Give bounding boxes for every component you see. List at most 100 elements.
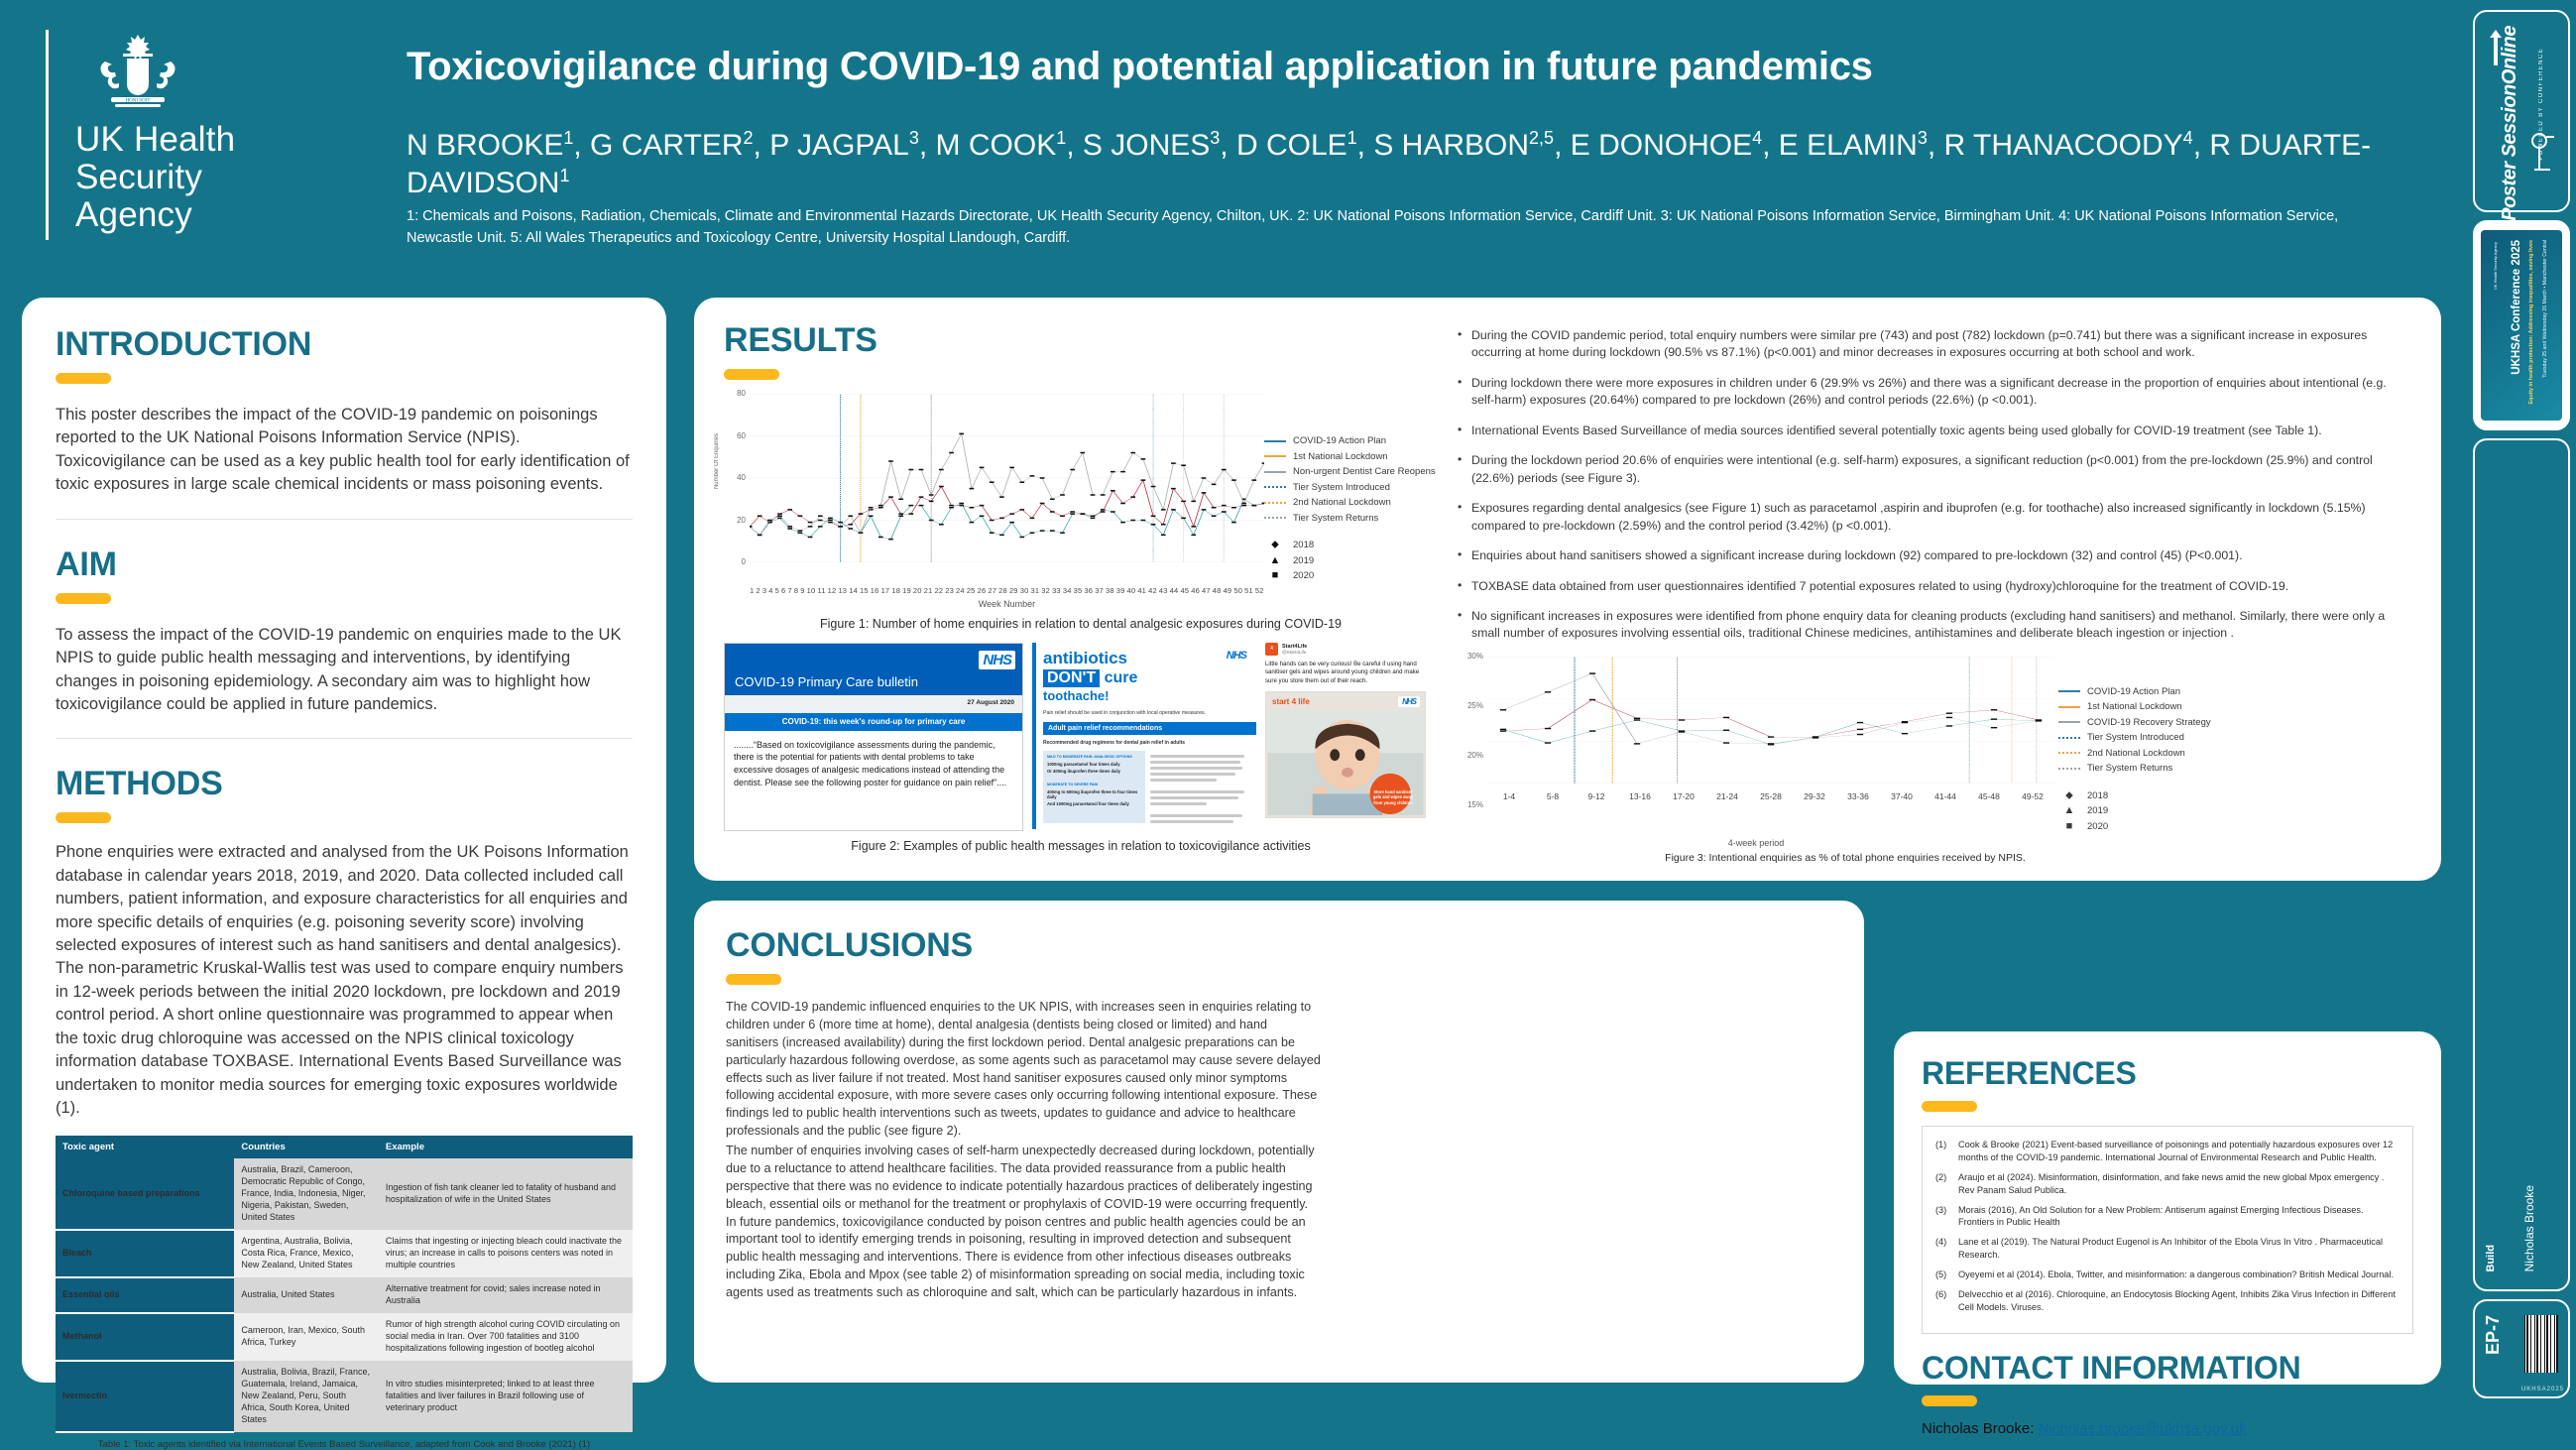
figure1-xlabel: Week Number <box>978 598 1036 609</box>
references-accent-rule <box>1922 1101 1977 1112</box>
bullet-icon: • <box>1458 500 1463 515</box>
legend-entry: Tier System Returns <box>1264 513 1438 524</box>
week-number: 30 <box>1019 585 1029 595</box>
week-number: 39 <box>1115 585 1125 595</box>
poster-session-online-card[interactable]: Poster SessionOnline POWERED BY CONFEREN… <box>2473 10 2570 221</box>
contact-email-link[interactable]: Nicholas.brooke@ukhsa.gov.uk <box>2038 1419 2247 1437</box>
table-row: Bleach Argentina, Australia, Bolivia, Cos… <box>56 1230 633 1279</box>
figure3-legend: COVID-19 Action Plan 1st National Lockdow… <box>2058 657 2242 837</box>
y-tick-label: 20 <box>737 515 746 525</box>
week-number: 2 <box>756 585 761 595</box>
references-list: (1) Cook & Brooke (2021) Event-based surv… <box>1922 1126 2413 1334</box>
legend-marker: ▲ <box>1269 553 1281 566</box>
table1-header-row: Toxic agent Countries Example <box>56 1136 633 1159</box>
tweet-subhandle: @Start4Life <box>1282 649 1307 655</box>
series-2019 <box>1502 699 2040 738</box>
bullet-icon: • <box>1458 327 1463 341</box>
legend-marker: ⬥ <box>2065 788 2073 801</box>
reference-item: (5) Oyeyemi et al (2014). Ebola, Twitter,… <box>1935 1269 2400 1281</box>
contact-name: Nicholas Brooke: <box>1922 1419 2035 1437</box>
x-tick-label: 49-52 <box>2022 790 2044 801</box>
week-number: 13 <box>838 585 848 595</box>
results-bullet: • Exposures regarding dental analgesics (… <box>1458 500 2366 533</box>
legend-swatch <box>2058 721 2080 724</box>
ukhsa-mini-logo: UK Health Security Agency <box>2493 242 2498 291</box>
reference-number: (1) <box>1935 1140 1947 1149</box>
table1-col-agent: Toxic agent <box>56 1136 235 1159</box>
week-number: 40 <box>1126 585 1136 595</box>
series-2020 <box>749 433 1265 536</box>
week-number: 5 <box>774 585 779 595</box>
week-number: 46 <box>1191 585 1200 595</box>
legend-label: 2nd National Lockdown <box>1293 497 1391 508</box>
week-number: 14 <box>849 585 858 595</box>
nhs-logo-icon-2: NHS <box>1222 648 1250 663</box>
bullet-icon: • <box>1458 422 1463 436</box>
conference-dates: Tuesday 25 and Wednesday 26 March • Manc… <box>2542 240 2548 378</box>
microscope-icon <box>2531 133 2554 171</box>
legend-label: 2019 <box>1293 554 1315 566</box>
methods-heading: METHODS <box>56 765 223 803</box>
legend-marker: ▲ <box>2063 804 2075 817</box>
week-number: 47 <box>1202 585 1211 595</box>
right-sidebar: Poster SessionOnline POWERED BY CONFEREN… <box>2459 0 2576 1404</box>
bullet-icon: • <box>1458 452 1463 467</box>
antibiotics-col1-b: Or 400mg ibuprofen three times daily <box>1047 768 1120 774</box>
y-tick-label: 0 <box>741 557 746 566</box>
antibiotics-dont: DON'T <box>1043 668 1101 687</box>
figure3-xlabel: 4-week period <box>1727 838 1785 849</box>
conclusions-accent-rule <box>726 974 781 985</box>
conference-banner-card[interactable]: UKHSA Conference 2025 Equity in health p… <box>2473 220 2570 430</box>
week-number: 3 <box>761 585 767 595</box>
legend-swatch <box>1264 486 1286 488</box>
barcode-label: UKHSA2025 <box>2520 1387 2564 1392</box>
legend-label: 2020 <box>1293 570 1315 581</box>
arrow-up-icon <box>2490 30 2502 65</box>
table1-cell-countries: Australia, Bolivia, Brazil, France, Guat… <box>234 1361 379 1432</box>
legend-entry: COVID-19 Action Plan <box>1264 435 1438 446</box>
sidebar-spacer-card: Build Nicholas Brooke <box>2473 438 2570 1291</box>
reference-item: (4) Lane et al (2019). The Natural Produc… <box>1935 1236 2400 1262</box>
references-heading: REFERENCES <box>1922 1055 2137 1091</box>
legend-entry: 2nd National Lockdown <box>2058 748 2242 759</box>
tweet-text: Little hands can be very curious! Be car… <box>1265 660 1420 684</box>
bullet-icon: • <box>1458 577 1463 592</box>
table1-cell-example: Ingestion of fish tank cleaner led to fa… <box>378 1158 633 1231</box>
antibiotics-col1-head: MILD TO MODERATE PAIN: ANALGESIC OPTIONS <box>1047 754 1132 759</box>
figure2-caption: Figure 2: Examples of public health mess… <box>851 838 1311 853</box>
legend-entry: 1st National Lockdown <box>1264 451 1438 462</box>
table1-cell-agent: Bleach <box>56 1230 235 1279</box>
legend-label: 2019 <box>2087 805 2109 817</box>
week-number: 6 <box>781 585 786 595</box>
antibiotics-col2-b: And 1000mg paracetamol four times daily <box>1047 800 1129 806</box>
week-number: 51 <box>1244 585 1253 595</box>
legend-swatch <box>2058 736 2080 739</box>
reference-item: (2) Araujo et al (2024). Misinformation, … <box>1935 1171 2400 1197</box>
contact-accent-rule <box>1922 1394 1977 1406</box>
legend-label: 2020 <box>2087 820 2109 832</box>
week-number: 43 <box>1158 585 1168 595</box>
table1-cell-agent: Essential oils <box>56 1277 235 1315</box>
legend-entry: ⬥ 2018 <box>1264 540 1438 551</box>
conference-title: UKHSA Conference 2025 <box>2511 240 2522 375</box>
table-row: Chloroquine based preparations Australia,… <box>56 1158 633 1232</box>
build-label: Build <box>2485 1244 2497 1272</box>
legend-entry: COVID-19 Recovery Strategy <box>2058 717 2242 728</box>
legend-entry: 2nd National Lockdown <box>1264 497 1438 508</box>
bulletin-title: COVID-19 Primary Care bulletin <box>735 673 918 689</box>
legend-entry: Tier System Introduced <box>2058 732 2242 743</box>
legend-swatch <box>1264 501 1286 504</box>
reference-item: (6) Delvecchio et al (2016). Chloroquine,… <box>1935 1288 2400 1314</box>
results-bullet-list: • During the COVID pandemic period, total… <box>1454 327 2411 643</box>
antibiotics-col1-a: 1000mg paracetamol four times daily <box>1047 761 1120 767</box>
figure1-legend: COVID-19 Action Plan 1st National Lockdow… <box>1264 394 1438 586</box>
week-number: 22 <box>934 585 944 595</box>
svg-text:HONI SOIT: HONI SOIT <box>126 99 151 104</box>
x-tick-label: 1-4 <box>1502 790 1516 801</box>
conclusions-paragraph-1: The COVID-19 pandemic influenced enquiri… <box>726 1000 1321 1139</box>
x-tick-label: 17-20 <box>1673 790 1695 801</box>
week-number: 12 <box>827 585 837 595</box>
legend-entry: ▲ 2019 <box>1264 553 1438 566</box>
figure2-panel-bulletin: NHS COVID-19 Primary Care bulletin 27 Au… <box>724 642 1023 831</box>
contact-heading: CONTACT INFORMATION <box>1922 1349 2301 1386</box>
